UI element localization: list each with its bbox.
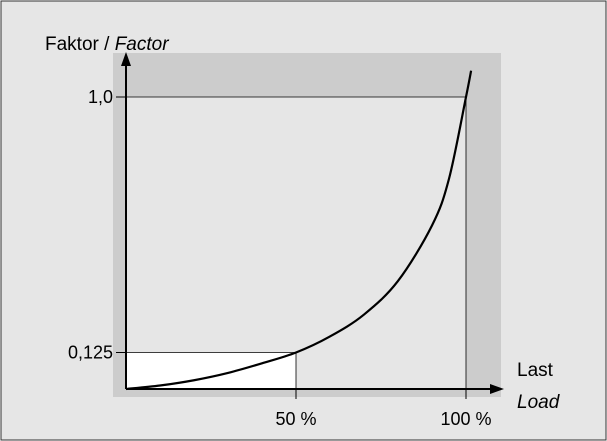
x-axis-arrow — [490, 384, 504, 394]
plot-area — [126, 97, 466, 389]
y-axis-title-text: Faktor / — [45, 34, 115, 55]
y-tick-label-low: 0,125 — [68, 343, 113, 363]
y-tick-label-top: 1,0 — [88, 87, 113, 107]
y-axis-arrow — [121, 52, 131, 66]
x-axis-title-line1: Last — [517, 360, 554, 381]
highlight-region — [126, 352, 296, 389]
x-tick-label-right: 100 % — [440, 409, 491, 429]
y-axis-title: Faktor / Factor — [45, 34, 169, 55]
x-axis-title-line2: Load — [517, 392, 561, 413]
factor-curve — [125, 70, 473, 391]
y-axis-title-italic: Factor — [115, 34, 170, 55]
x-tick-label-mid: 50 % — [275, 409, 316, 429]
